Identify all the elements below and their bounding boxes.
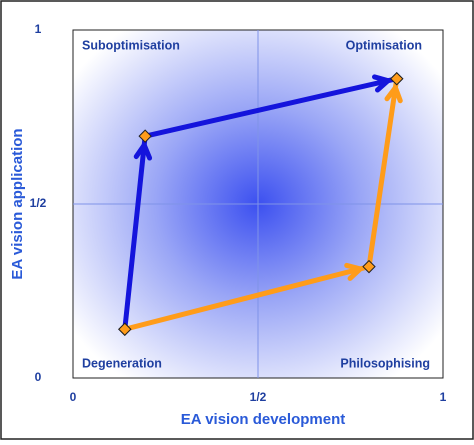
point-marker <box>390 72 404 86</box>
arrowhead <box>133 139 153 161</box>
quadrant-label: Philosophising <box>340 356 430 370</box>
x-tick-label: 0 <box>70 390 77 404</box>
point-marker <box>138 129 152 143</box>
y-tick-label: 1 <box>35 22 42 36</box>
arrowhead <box>372 74 394 93</box>
quadrant-label: Suboptimisation <box>82 38 180 52</box>
x-tick-label: 1 <box>440 390 447 404</box>
x-axis-label: EA vision development <box>181 411 345 428</box>
arrowhead <box>384 82 403 104</box>
x-tick-label: 1/2 <box>250 390 267 404</box>
y-tick-label: 1/2 <box>30 196 47 210</box>
quadrant-label: Degeneration <box>82 356 162 370</box>
y-axis-label: EA vision application <box>9 128 26 279</box>
y-tick-label: 0 <box>35 370 42 384</box>
point-marker <box>362 259 376 274</box>
arrowhead <box>344 262 366 281</box>
point-marker <box>118 322 132 336</box>
quadrant-label: Optimisation <box>346 38 422 52</box>
